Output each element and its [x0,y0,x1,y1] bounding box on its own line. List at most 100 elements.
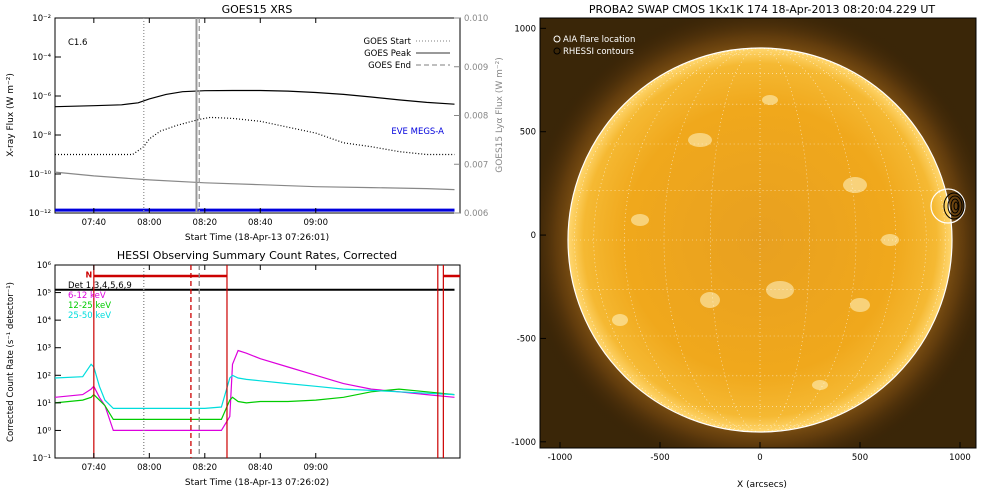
aia-flare-location-circle [930,188,966,224]
rhessi-legend-label: RHESSI contours [563,47,634,57]
goes-right-axis-label: GOES15 Lyα Flux (W m⁻²) [495,57,505,173]
goes-legend-label: GOES Start [363,37,411,47]
sun-legend: AIA flare location RHESSI contours [553,35,635,57]
goes-xrs-chart: GOES15 XRS 07:40 08:00 08:20 08:40 09:00 10⁻¹… [6,3,505,243]
sun-y-tick-label: 1000 [514,24,536,34]
goes-x-tick-label: 08:00 [137,218,162,228]
goes-plot-area [55,18,455,213]
goes-axes: 07:40 08:00 08:20 08:40 09:00 10⁻¹² 10⁻¹⁰ 10⁻⁸ 1… [29,14,488,228]
active-region-brightenings [612,95,899,390]
hessi-y-tick-label: 10⁶ [37,261,52,271]
bright-region [762,95,778,105]
hessi-series-12-25-kev [55,388,455,420]
hessi-x-tick-label: 07:40 [82,463,107,473]
goes-y-tick-label: 10⁻¹² [29,209,51,219]
longitude-line [759,47,897,433]
heliographic-grid [568,47,952,433]
hessi-x-axis-label: Start Time (18-Apr-13 07:26:02) [185,478,329,488]
bright-region [850,298,870,312]
sun-x-tick-label: 500 [852,453,868,463]
bright-region [766,281,794,299]
hessi-plot-area: N [55,265,460,458]
hessi-series-6-12-kev [55,349,455,431]
goes-y-tick-label: 10⁻² [32,14,51,24]
eve-megs-label: EVE MEGS-A [391,127,444,137]
hessi-series-25-50-kev [55,363,455,409]
sun-x-tick-label: -1000 [548,453,573,463]
longitude-line [759,47,857,433]
goes-chart-title: GOES15 XRS [222,3,293,16]
hessi-chart-title: HESSI Observing Summary Count Rates, Cor… [117,249,397,262]
hessi-count-rate-chart: HESSI Observing Summary Count Rates, Cor… [6,249,461,488]
goes-x-tick-label: 08:40 [248,218,273,228]
goes-series-lya [55,171,455,191]
hessi-y-tick-label: 10⁰ [37,426,52,436]
sun-y-tick-label: 500 [520,128,536,138]
goes-y-tick-label: 10⁻⁴ [32,53,51,63]
bright-region [631,214,649,226]
hessi-y-tick-label: 10⁻¹ [32,454,51,464]
bright-region [700,292,720,308]
goes-x-tick-label: 07:40 [82,218,107,228]
sun-x-tick-label: 1000 [949,453,971,463]
swap-solar-image: PROBA2 SWAP CMOS 1Kx1K 174 18-Apr-2013 0… [511,3,977,490]
sun-x-tick-label: -500 [650,453,669,463]
sun-image-frame [539,17,977,449]
hessi-y-tick-label: 10¹ [37,399,51,409]
goes-right-tick-label: 0.008 [464,112,488,122]
longitude-line [623,47,761,433]
swap-image-title: PROBA2 SWAP CMOS 1Kx1K 174 18-Apr-2013 0… [589,3,936,16]
goes-plot-frame [54,17,461,214]
sun-image-axes: -1000 -500 0 500 1000 -1000 -500 0 500 1000 [511,24,971,463]
longitude-line [574,47,761,433]
goes-x-tick-label: 08:20 [193,218,218,228]
hessi-x-tick-label: 08:20 [193,463,218,473]
bright-region [812,380,828,390]
hessi-x-tick-label: 08:40 [248,463,273,473]
sun-x-axis-label: X (arcsecs) [737,480,787,490]
goes-y-tick-label: 10⁻¹⁰ [29,170,52,180]
hessi-axes: 07:40 08:00 08:20 08:40 09:00 10⁻¹ 10⁰ 10¹ 10² 10… [32,261,328,473]
aia-legend-symbol [553,35,561,43]
goes-legend-label: GOES Peak [364,49,411,59]
goes-x-tick-label: 09:00 [304,218,329,228]
sun-image-area [540,18,976,448]
hessi-legend-label: 12-25 keV [68,301,111,311]
goes-y-tick-label: 10⁻⁶ [32,92,51,102]
hessi-x-tick-label: 09:00 [304,463,329,473]
hessi-legend-label: 6-12 keV [68,291,106,301]
solar-limb-outline [567,47,953,433]
goes-y-tick-label: 10⁻⁸ [32,131,51,141]
hessi-legend-label: 25-50 keV [68,311,111,321]
hessi-y-axis-label: Corrected Count Rate (s⁻¹ detector⁻¹) [6,282,16,442]
bright-region [881,234,899,246]
goes-legend: GOES Start GOES Peak GOES End [363,37,450,71]
hessi-flag-label: N [86,270,93,279]
goes-series-long [55,89,455,108]
goes-right-tick-label: 0.009 [464,63,488,73]
sun-y-tick-label: 0 [531,231,536,241]
sun-y-tick-label: -500 [517,334,536,344]
sun-y-tick-label: -1000 [511,438,536,448]
bright-region [688,133,712,147]
hessi-plot-frame [54,264,461,459]
bright-region [612,314,628,326]
goes-x-axis-label: Start Time (18-Apr-13 07:26:01) [185,233,329,243]
rhessi-legend-symbol [553,47,561,55]
hessi-y-tick-label: 10² [37,371,51,381]
goes-series-short [55,116,455,156]
longitude-line [663,47,761,433]
goes-y-axis-label: X-ray Flux (W m⁻²) [6,73,16,157]
hessi-y-tick-label: 10³ [37,344,51,354]
rhessi-contours [943,192,965,220]
flare-class-annotation: C1.6 [68,38,87,48]
hessi-legend-label: Det 1,3,4,5,6,9 [68,281,132,291]
goes-legend-label: GOES End [368,61,411,71]
goes-right-tick-label: 0.006 [464,209,488,219]
sun-x-tick-label: 0 [757,453,762,463]
aia-legend-label: AIA flare location [563,35,635,45]
hessi-y-tick-label: 10⁴ [37,316,52,326]
hessi-x-tick-label: 08:00 [137,463,162,473]
longitude-line [759,47,946,433]
